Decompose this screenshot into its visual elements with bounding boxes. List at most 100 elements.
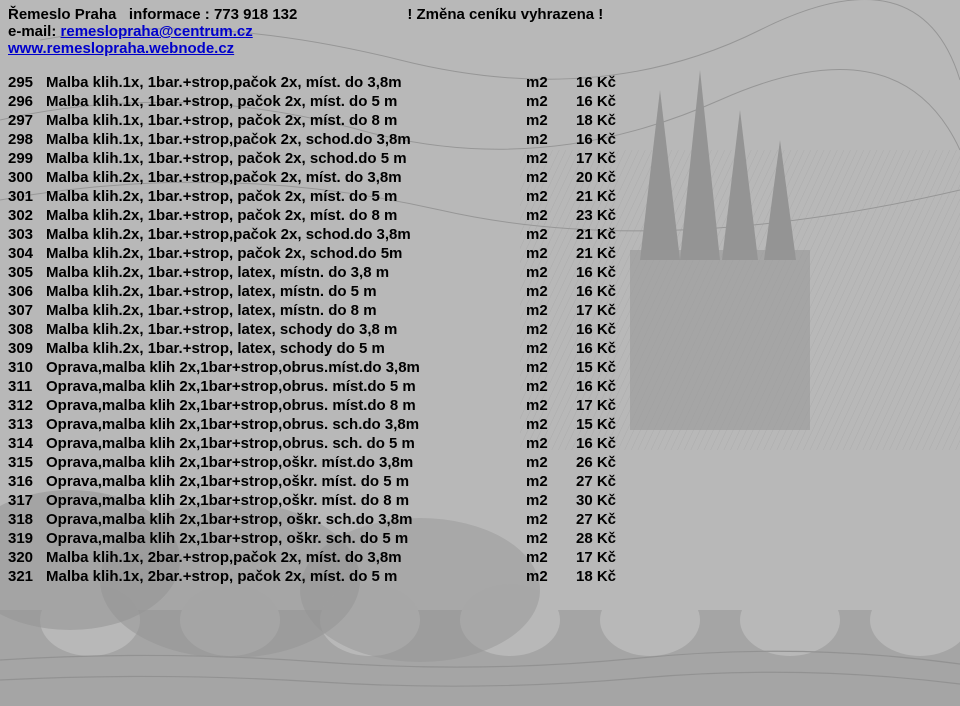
row-number: 321	[8, 567, 46, 586]
row-description: Oprava,malba klih 2x,1bar+strop,oškr. mí…	[46, 491, 526, 510]
table-row: 315Oprava,malba klih 2x,1bar+strop,oškr.…	[8, 453, 616, 472]
row-number: 319	[8, 529, 46, 548]
row-price: 17 Kč	[576, 301, 616, 320]
table-row: 299Malba klih.1x, 1bar.+strop, pačok 2x,…	[8, 149, 616, 168]
row-number: 307	[8, 301, 46, 320]
row-description: Malba klih.2x, 1bar.+strop, latex, místn…	[46, 263, 526, 282]
row-number: 295	[8, 73, 46, 92]
table-row: 317Oprava,malba klih 2x,1bar+strop,oškr.…	[8, 491, 616, 510]
row-price: 27 Kč	[576, 510, 616, 529]
row-number: 305	[8, 263, 46, 282]
table-row: 309Malba klih.2x, 1bar.+strop, latex, sc…	[8, 339, 616, 358]
row-unit: m2	[526, 377, 576, 396]
row-unit: m2	[526, 472, 576, 491]
row-price: 30 Kč	[576, 491, 616, 510]
table-row: 297Malba klih.1x, 1bar.+strop, pačok 2x,…	[8, 111, 616, 130]
row-price: 16 Kč	[576, 377, 616, 396]
table-row: 307Malba klih.2x, 1bar.+strop, latex, mí…	[8, 301, 616, 320]
row-unit: m2	[526, 149, 576, 168]
row-unit: m2	[526, 111, 576, 130]
row-number: 318	[8, 510, 46, 529]
row-price: 21 Kč	[576, 225, 616, 244]
table-row: 318Oprava,malba klih 2x,1bar+strop, oškr…	[8, 510, 616, 529]
row-unit: m2	[526, 244, 576, 263]
row-description: Malba klih.1x, 1bar.+strop, pačok 2x, sc…	[46, 149, 526, 168]
table-row: 316Oprava,malba klih 2x,1bar+strop,oškr.…	[8, 472, 616, 491]
row-number: 315	[8, 453, 46, 472]
email-link[interactable]: remeslopraha@centrum.cz	[61, 23, 253, 40]
table-row: 298Malba klih.1x, 1bar.+strop,pačok 2x, …	[8, 130, 616, 149]
row-number: 312	[8, 396, 46, 415]
row-price: 16 Kč	[576, 130, 616, 149]
row-number: 303	[8, 225, 46, 244]
company-name: Řemeslo Praha	[8, 6, 116, 23]
row-price: 21 Kč	[576, 244, 616, 263]
row-description: Oprava,malba klih 2x,1bar+strop,obrus. m…	[46, 396, 526, 415]
row-description: Oprava,malba klih 2x,1bar+strop,oškr. mí…	[46, 453, 526, 472]
row-description: Oprava,malba klih 2x,1bar+strop,obrus.mí…	[46, 358, 526, 377]
row-number: 300	[8, 168, 46, 187]
row-description: Malba klih.2x, 1bar.+strop, latex, schod…	[46, 339, 526, 358]
table-row: 303Malba klih.2x, 1bar.+strop,pačok 2x, …	[8, 225, 616, 244]
table-row: 308Malba klih.2x, 1bar.+strop, latex, sc…	[8, 320, 616, 339]
row-unit: m2	[526, 358, 576, 377]
row-number: 302	[8, 206, 46, 225]
row-price: 17 Kč	[576, 548, 616, 567]
row-unit: m2	[526, 339, 576, 358]
row-description: Malba klih.1x, 2bar.+strop, pačok 2x, mí…	[46, 567, 526, 586]
row-unit: m2	[526, 73, 576, 92]
row-price: 15 Kč	[576, 358, 616, 377]
row-unit: m2	[526, 320, 576, 339]
row-price: 17 Kč	[576, 149, 616, 168]
row-description: Malba klih.2x, 1bar.+strop, pačok 2x, mí…	[46, 206, 526, 225]
table-row: 305Malba klih.2x, 1bar.+strop, latex, mí…	[8, 263, 616, 282]
row-description: Malba klih.1x, 2bar.+strop,pačok 2x, mís…	[46, 548, 526, 567]
table-row: 313Oprava,malba klih 2x,1bar+strop,obrus…	[8, 415, 616, 434]
row-description: Malba klih.2x, 1bar.+strop, latex, místn…	[46, 301, 526, 320]
row-number: 314	[8, 434, 46, 453]
email-label: e-mail:	[8, 23, 56, 40]
row-price: 16 Kč	[576, 73, 616, 92]
row-price: 15 Kč	[576, 415, 616, 434]
row-number: 316	[8, 472, 46, 491]
row-description: Oprava,malba klih 2x,1bar+strop, oškr. s…	[46, 510, 526, 529]
row-number: 304	[8, 244, 46, 263]
row-number: 299	[8, 149, 46, 168]
row-description: Malba klih.1x, 1bar.+strop,pačok 2x, sch…	[46, 130, 526, 149]
table-row: 306Malba klih.2x, 1bar.+strop, latex, mí…	[8, 282, 616, 301]
table-row: 296Malba klih.1x, 1bar.+strop, pačok 2x,…	[8, 92, 616, 111]
website-link[interactable]: www.remeslopraha.webnode.cz	[8, 40, 234, 57]
row-price: 26 Kč	[576, 453, 616, 472]
row-price: 16 Kč	[576, 282, 616, 301]
row-unit: m2	[526, 282, 576, 301]
row-description: Malba klih.2x, 1bar.+strop, latex, schod…	[46, 320, 526, 339]
table-row: 302Malba klih.2x, 1bar.+strop, pačok 2x,…	[8, 206, 616, 225]
table-row: 312Oprava,malba klih 2x,1bar+strop,obrus…	[8, 396, 616, 415]
row-description: Malba klih.2x, 1bar.+strop, pačok 2x, mí…	[46, 187, 526, 206]
row-number: 313	[8, 415, 46, 434]
row-description: Oprava,malba klih 2x,1bar+strop,oškr. mí…	[46, 472, 526, 491]
table-row: 310Oprava,malba klih 2x,1bar+strop,obrus…	[8, 358, 616, 377]
row-unit: m2	[526, 567, 576, 586]
row-description: Malba klih.2x, 1bar.+strop,pačok 2x, mís…	[46, 168, 526, 187]
row-description: Oprava,malba klih 2x,1bar+strop,obrus. s…	[46, 415, 526, 434]
phone-number: 773 918 132	[214, 6, 297, 23]
row-unit: m2	[526, 396, 576, 415]
row-description: Malba klih.2x, 1bar.+strop,pačok 2x, sch…	[46, 225, 526, 244]
table-row: 321Malba klih.1x, 2bar.+strop, pačok 2x,…	[8, 567, 616, 586]
row-price: 20 Kč	[576, 168, 616, 187]
table-row: 319Oprava,malba klih 2x,1bar+strop, oškr…	[8, 529, 616, 548]
row-number: 320	[8, 548, 46, 567]
row-description: Malba klih.2x, 1bar.+strop, latex, místn…	[46, 282, 526, 301]
row-price: 18 Kč	[576, 567, 616, 586]
table-row: 314Oprava,malba klih 2x,1bar+strop,obrus…	[8, 434, 616, 453]
header-row-2: e-mail: remeslopraha@centrum.cz	[8, 23, 952, 40]
row-unit: m2	[526, 529, 576, 548]
row-description: Oprava,malba klih 2x,1bar+strop,obrus. s…	[46, 434, 526, 453]
row-price: 16 Kč	[576, 339, 616, 358]
row-unit: m2	[526, 225, 576, 244]
row-price: 17 Kč	[576, 396, 616, 415]
row-price: 28 Kč	[576, 529, 616, 548]
row-number: 310	[8, 358, 46, 377]
table-row: 301Malba klih.2x, 1bar.+strop, pačok 2x,…	[8, 187, 616, 206]
